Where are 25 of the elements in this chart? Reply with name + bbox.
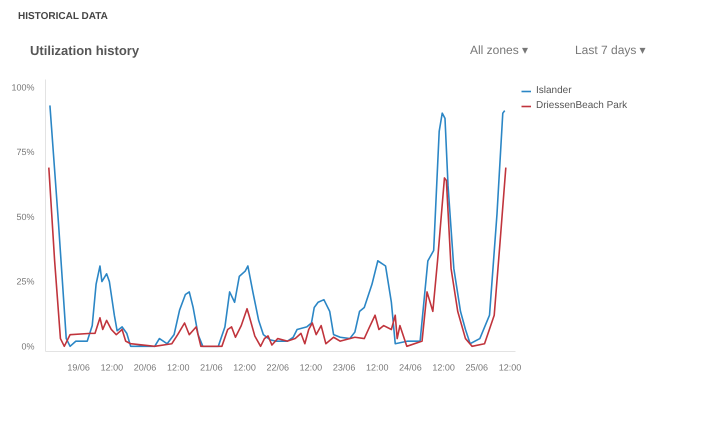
- x-tick-label: 21/06: [200, 362, 223, 372]
- x-tick-label: 12:00: [166, 362, 190, 372]
- x-tick-label: 19/06: [67, 362, 90, 372]
- x-tick-label: 20/06: [134, 362, 156, 372]
- text: Last 7 days ▾: [575, 42, 646, 59]
- x-tick-label: 12:00: [432, 362, 455, 372]
- x-tick-label: 24/06: [399, 362, 422, 372]
- text: All zones ▾: [470, 42, 528, 59]
- x-tick-label: 12:00: [498, 362, 522, 372]
- x-tick-label: 12:00: [100, 362, 124, 372]
- y-tick-label: 0%: [21, 341, 35, 352]
- chart-title: HISTORICAL DATA: [18, 10, 108, 24]
- y-tick-label: 75%: [16, 147, 34, 158]
- x-tick-label: 12:00: [300, 362, 322, 372]
- x-tick-label: 22/06: [266, 362, 290, 372]
- chart-subtitle: Utilization history: [30, 42, 140, 60]
- y-tick-label: 100%: [11, 82, 35, 92]
- legend-label: DriessenBeach Park: [536, 100, 628, 111]
- x-tick-label: 23/06: [332, 362, 356, 372]
- x-tick-label: 12:00: [233, 362, 256, 372]
- x-tick-label: 25/06: [466, 362, 488, 372]
- y-tick-label: 50%: [16, 212, 34, 222]
- y-tick-label: 25%: [16, 276, 34, 287]
- legend-label: Islander: [536, 85, 572, 96]
- x-tick-label: 12:00: [366, 362, 389, 372]
